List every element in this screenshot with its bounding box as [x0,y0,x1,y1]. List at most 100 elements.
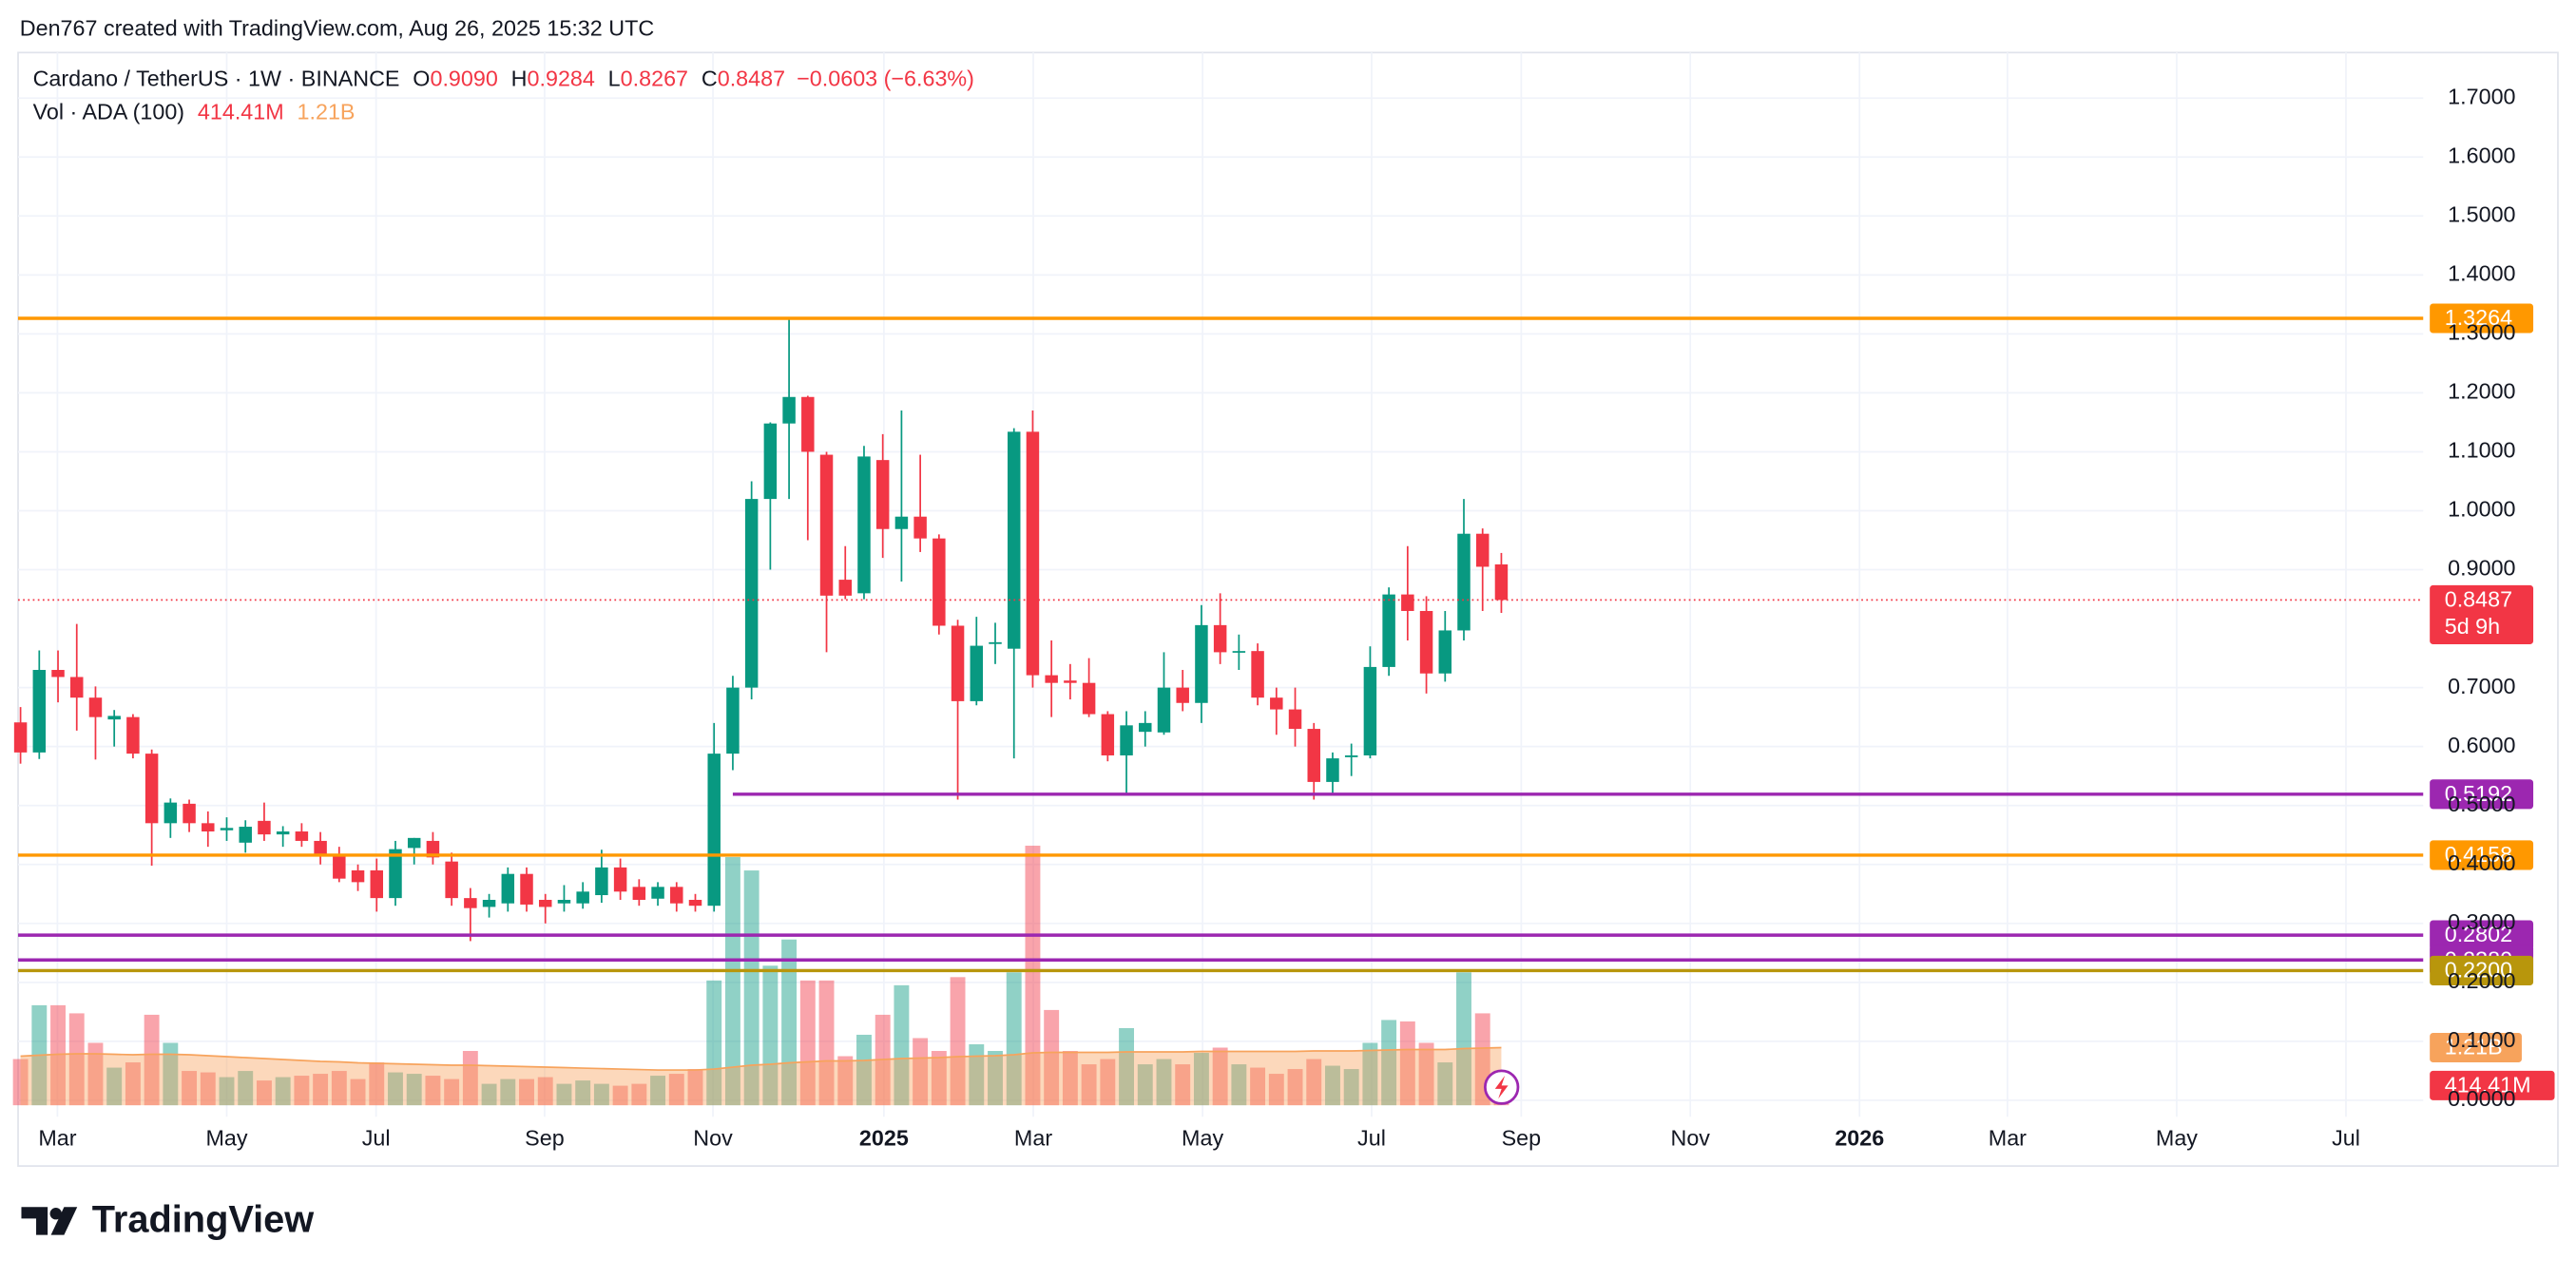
y-tick-label: 0.3000 [2448,909,2515,934]
x-tick-label: Jul [1357,1126,1386,1151]
candle-body [314,840,327,854]
candle-body [13,722,28,753]
candle-body [1475,533,1490,567]
candle-body [276,831,290,835]
legend-key: O [413,67,430,91]
volume-bar [68,1013,85,1106]
volume-ma-area [20,1047,1502,1106]
candle-body [538,899,552,907]
volume-bar [969,1043,985,1106]
candle-body [1232,651,1246,653]
volume-bar [144,1014,160,1106]
volume-bar [12,1059,29,1106]
volume-bar [950,977,966,1106]
y-tick-label: 0.0000 [2448,1086,2515,1111]
legend-key: L [608,67,621,91]
volume-ma-line [20,1046,1502,1071]
candle-body [970,645,984,701]
candle-body [782,396,796,424]
volume-bar [1306,1059,1322,1106]
candle-body [1026,431,1040,676]
x-tick-label: May [2156,1126,2198,1151]
volume-bar [1156,1059,1172,1106]
candle-body [1326,758,1339,782]
candle-body [351,869,365,883]
volume-bar [519,1079,534,1106]
x-tick-label: 2026 [1835,1126,1884,1151]
y-tick-label: 0.1000 [2448,1027,2515,1052]
volume-bar [650,1076,666,1106]
hline-label-bg [2430,779,2534,810]
candle-body [1176,687,1189,703]
candle-body [894,516,909,529]
volume-bar [1025,845,1041,1106]
volume-bar [762,965,779,1106]
candle-body [501,873,515,904]
hline-label-bg [2430,303,2534,334]
volume-ma-label: 1.21B [2445,1035,2503,1059]
candle-body [1270,697,1283,710]
volume-label-bg [2430,1070,2555,1100]
volume-pane [12,845,1509,1106]
volume-bar [1456,972,1471,1106]
candle-body [333,853,346,879]
candle-body [1494,563,1509,601]
volume-bar [481,1083,497,1106]
y-tick-label: 1.5000 [2448,201,2515,226]
volume-bar [1081,1064,1097,1106]
candle-body [1251,651,1264,698]
hline-label: 1.3264 [2445,305,2512,330]
y-tick-label: 0.6000 [2448,733,2515,757]
volume-bar [313,1074,329,1106]
volume-name: Vol · ADA (100) [33,99,185,124]
legend-key: C [702,67,718,91]
volume-bar [1100,1059,1116,1106]
candle-body [576,891,589,904]
y-tick-label: 0.9000 [2448,556,2515,581]
volume-bar [182,1071,198,1106]
hline-label: 0.4158 [2445,842,2512,867]
hline-label: 0.2802 [2445,922,2512,946]
candle-body [951,625,965,701]
candle-body [1195,624,1208,703]
candle-body [913,516,927,539]
legend: Cardano / TetherUS · 1W · BINANCE O0.9090… [33,67,974,124]
x-tick-label: 2025 [859,1126,909,1151]
hline-label-bg [2430,955,2534,985]
legend-line: Vol · ADA (100) 414.41M 1.21B [33,99,356,124]
candle-body [520,873,533,905]
candle-body [389,849,402,899]
volume-bar [388,1072,403,1106]
candle-body [126,716,140,754]
y-tick-label: 1.4000 [2448,260,2515,285]
volume-bar [1137,1064,1153,1106]
volume-bar [1381,1020,1397,1106]
volume-bar [369,1062,385,1106]
candle-body [707,754,721,907]
x-tick-label: Jul [2332,1126,2360,1151]
volume-ma-label-bg [2430,1032,2522,1063]
volume-bar [1231,1064,1247,1106]
volume-bar [406,1074,422,1106]
y-tick-label: 1.2000 [2448,379,2515,404]
candle-body [1007,431,1021,649]
volume-bar [1212,1047,1228,1106]
volume-bar [219,1077,235,1106]
volume-bar [500,1079,516,1106]
candle-body [426,840,440,858]
volume-bar [1418,1042,1434,1106]
candle-body [407,837,421,849]
legend-key: H [511,67,528,91]
volume-bar [1250,1067,1266,1106]
legend-value: 0.8487 [718,67,785,91]
candle-body [1438,630,1452,674]
alert-icon[interactable] [1484,1069,1520,1105]
legend-value: 0.9090 [430,67,497,91]
volume-bar [537,1077,553,1106]
brand: TradingView [92,1198,314,1240]
x-tick-label: Sep [525,1126,565,1151]
volume-bar [1062,1051,1078,1106]
candle-body [1457,533,1471,631]
volume-bar [331,1071,347,1106]
y-tick-label: 1.7000 [2448,84,2515,108]
